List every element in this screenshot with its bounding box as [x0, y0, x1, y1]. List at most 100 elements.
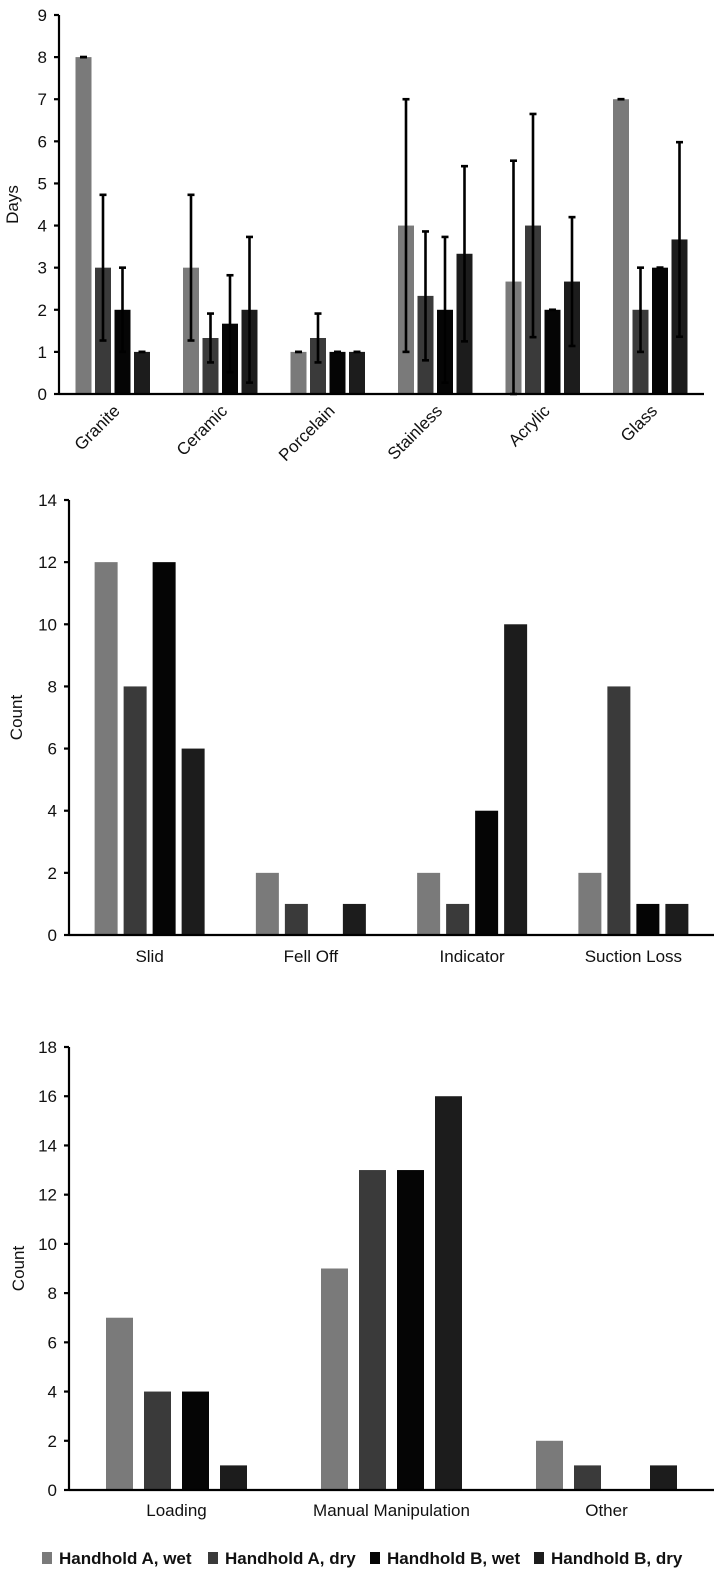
- y-tick-label: 4: [48, 1383, 57, 1402]
- error-bar: [529, 112, 537, 339]
- legend-item: Handhold A, dry: [208, 1549, 356, 1568]
- chart-days-by-surface: 0 1 2 3 4 5 6 7 8 9 Days Granite Ceramic Porcelain Sta…: [3, 6, 704, 465]
- y-tick-label: 0: [48, 926, 57, 945]
- y-tick-label: 8: [48, 1284, 57, 1303]
- y-tick-label: 0: [38, 385, 47, 404]
- error-bar: [207, 312, 214, 364]
- bar-manual-manipulation-series-0: [321, 1268, 348, 1490]
- y-tick-label: 18: [38, 1038, 57, 1057]
- y-axis-label: Days: [3, 185, 22, 224]
- bar-indicator-series-3: [504, 624, 528, 935]
- bar-other-series-3: [650, 1465, 677, 1490]
- error-bar: [226, 273, 234, 374]
- x-category-label: Ceramic: [173, 401, 232, 460]
- bar-loading-series-3: [220, 1465, 247, 1490]
- y-tick-label: 2: [38, 301, 47, 320]
- error-bar: [402, 97, 410, 354]
- bar-slid-series-3: [181, 748, 205, 935]
- x-category-label: Loading: [146, 1501, 207, 1520]
- bar-porcelain-series-3: [349, 351, 365, 394]
- legend-label: Handhold A, wet: [59, 1549, 192, 1568]
- bar-manual-manipulation-series-3: [435, 1096, 462, 1490]
- bar-loading-series-1: [144, 1391, 171, 1490]
- bar-slid-series-0: [94, 562, 118, 935]
- bar-indicator-series-1: [446, 903, 470, 935]
- bar-porcelain-series-0: [290, 351, 307, 394]
- bar-fell-off-series-0: [255, 872, 279, 935]
- y-tick-label: 5: [38, 174, 47, 193]
- bar-porcelain-series-1: [310, 337, 326, 394]
- y-tick-label: 12: [38, 1186, 57, 1205]
- y-tick-label: 14: [38, 1136, 57, 1155]
- y-tick-label: 16: [38, 1087, 57, 1106]
- bar-loading-series-0: [106, 1317, 133, 1490]
- x-category-label: Suction Loss: [585, 947, 682, 966]
- error-bar: [422, 230, 429, 362]
- bar-other-series-0: [536, 1440, 563, 1490]
- y-tick-label: 4: [48, 802, 57, 821]
- x-category-label: Glass: [617, 401, 661, 445]
- y-tick-label: 6: [48, 740, 57, 759]
- error-bar: [461, 164, 468, 343]
- bar-fell-off-series-3: [342, 903, 366, 935]
- y-tick-label: 12: [38, 553, 57, 572]
- x-category-label: Indicator: [440, 947, 506, 966]
- bar-slid-series-2: [152, 562, 176, 935]
- y-tick-label: 8: [48, 677, 57, 696]
- error-bar: [676, 140, 683, 339]
- chart-failure-cause-counts: 0 2 4 6 8 10 12 14 16 18 Count Loading Manual Manipu…: [9, 1038, 714, 1520]
- x-category-label: Porcelain: [275, 401, 339, 465]
- x-category-label: Granite: [71, 401, 124, 454]
- legend: Handhold A, wet Handhold A, dry Handhold B…: [42, 1549, 683, 1568]
- bar-granite-series-0: [75, 57, 92, 394]
- y-tick-label: 7: [38, 90, 47, 109]
- bar-glass-series-2: [652, 267, 668, 394]
- bar-granite-series-3: [134, 351, 150, 394]
- x-category-label: Slid: [135, 947, 163, 966]
- x-category-label: Other: [585, 1501, 628, 1520]
- bar-indicator-series-0: [417, 872, 441, 935]
- y-tick-label: 14: [38, 491, 57, 510]
- y-tick-label: 10: [38, 615, 57, 634]
- error-bar: [441, 235, 449, 384]
- bar-suction-loss-series-0: [578, 872, 602, 935]
- x-category-label: Fell Off: [284, 947, 339, 966]
- bar-suction-loss-series-2: [636, 903, 660, 935]
- chart-failure-mode-counts: 0 2 4 6 8 10 12 14 Count Slid Fell Off Indicator Suc…: [7, 491, 714, 966]
- y-tick-label: 2: [48, 864, 57, 883]
- bar-fell-off-series-1: [284, 903, 308, 935]
- y-tick-label: 6: [48, 1333, 57, 1352]
- bar-ceramic-series-1: [202, 337, 219, 394]
- bar-glass-series-0: [613, 99, 629, 394]
- legend-swatch: [534, 1552, 544, 1564]
- bar-suction-loss-series-1: [607, 686, 631, 935]
- legend-item: Handhold B, wet: [370, 1549, 521, 1568]
- bar-manual-manipulation-series-1: [359, 1170, 386, 1490]
- bar-other-series-1: [574, 1465, 601, 1490]
- bar-slid-series-1: [123, 686, 147, 935]
- error-bar: [314, 312, 322, 364]
- legend-item: Handhold B, dry: [534, 1549, 683, 1568]
- y-axis-label: Count: [7, 695, 26, 741]
- y-axis-label: Count: [9, 1246, 28, 1292]
- legend-swatch: [208, 1552, 218, 1564]
- legend-label: Handhold B, dry: [551, 1549, 683, 1568]
- y-tick-label: 10: [38, 1235, 57, 1254]
- legend-label: Handhold B, wet: [387, 1549, 521, 1568]
- y-tick-label: 3: [38, 259, 47, 278]
- y-tick-label: 2: [48, 1432, 57, 1451]
- y-tick-label: 0: [48, 1481, 57, 1500]
- bar-loading-series-2: [182, 1391, 209, 1490]
- error-bar: [119, 266, 126, 354]
- y-tick-label: 8: [38, 48, 47, 67]
- legend-swatch: [42, 1552, 52, 1564]
- bar-porcelain-series-2: [329, 351, 346, 394]
- error-bar: [99, 193, 107, 342]
- error-bar: [637, 266, 644, 354]
- bar-suction-loss-series-3: [665, 903, 689, 935]
- y-tick-label: 1: [38, 343, 47, 362]
- error-bar: [246, 235, 253, 384]
- x-category-label: Stainless: [384, 401, 446, 463]
- x-category-label: Manual Manipulation: [313, 1501, 470, 1520]
